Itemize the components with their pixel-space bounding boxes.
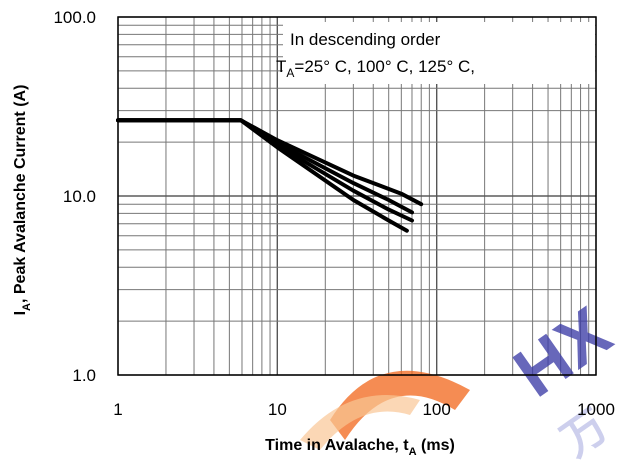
annotation-background: [283, 22, 595, 84]
x-axis-title-main: Time in Avalache, t: [265, 437, 409, 454]
grid: [117, 16, 597, 376]
plot-frame: [117, 16, 597, 376]
annotation-t-subscript: A: [286, 66, 294, 80]
annotation-t-symbol: T: [276, 57, 286, 76]
x-axis-title-unit: (ms): [417, 437, 455, 454]
y-axis-title-main: I: [12, 311, 29, 315]
y-tick-label: 100.0: [53, 8, 96, 27]
series-line-3: [116, 118, 414, 223]
y-tick-label: 10.0: [63, 187, 96, 206]
watermark-swoosh-light: [300, 395, 420, 450]
y-axis-title: IA, Peak Avalanche Current (A): [12, 85, 33, 316]
annotation-line-2: TA=25° C, 100° C, 125° C,: [276, 57, 475, 80]
annotation-temps: =25° C, 100° C, 125° C,: [294, 57, 475, 76]
watermark-swoosh-orange: [330, 370, 470, 440]
x-axis-title-subscript: A: [409, 446, 417, 458]
y-axis-title-rest: , Peak Avalanche Current (A): [12, 85, 29, 303]
series-line-4: [116, 118, 409, 233]
y-tick-label: 1.0: [72, 366, 96, 385]
x-tick-label: 100: [422, 400, 450, 419]
y-axis-title-subscript: A: [21, 303, 33, 311]
annotation-line-1: In descending order: [290, 30, 441, 49]
tick-labels: 1 10 100 1000 1.0 10.0 100.0: [53, 8, 614, 419]
x-axis-title: Time in Avalache, tA (ms): [265, 437, 455, 458]
x-tick-label: 1000: [577, 400, 615, 419]
x-tick-label: 10: [268, 400, 287, 419]
x-tick-label: 1: [113, 400, 122, 419]
watermark-logo-text: HX: [500, 292, 622, 412]
series-group: [116, 118, 424, 233]
